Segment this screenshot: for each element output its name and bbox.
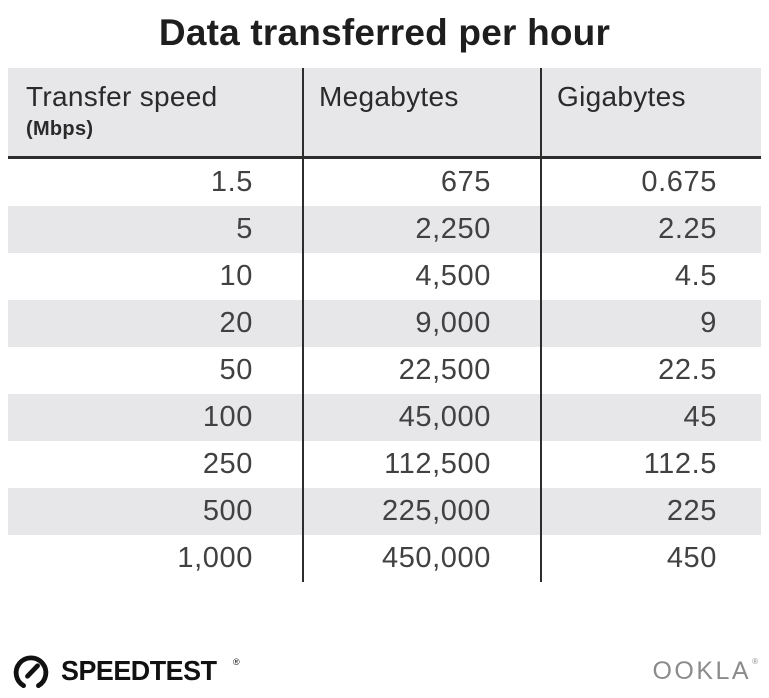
cell-gigabytes: 225 [540, 488, 761, 535]
table-row: 100 45,000 45 [8, 394, 761, 441]
ookla-logo: OOKLA ® [652, 656, 758, 686]
cell-gigabytes: 9 [540, 300, 761, 347]
cell-megabytes: 45,000 [302, 394, 540, 441]
table-row: 50 22,500 22.5 [8, 347, 761, 394]
col-header-gigabytes: Gigabytes [540, 68, 761, 156]
cell-transfer-speed: 500 [202, 495, 253, 527]
table-body: 1.5 675 0.675 5 2,250 2.25 10 4,500 4.5 … [8, 159, 761, 582]
footer: SPEEDTEST ® OOKLA ® [10, 650, 758, 692]
cell-megabytes: 22,500 [302, 347, 540, 394]
speedtest-logo: SPEEDTEST ® [10, 650, 240, 692]
cell-gigabytes: 2.25 [540, 206, 761, 253]
registered-trademark-icon: ® [752, 656, 758, 666]
col-header-label: Gigabytes [557, 81, 686, 112]
table-row: 250 112,500 112.5 [8, 441, 761, 488]
cell-megabytes: 450,000 [302, 535, 540, 582]
cell-megabytes: 225,000 [302, 488, 540, 535]
cell-megabytes: 9,000 [302, 300, 540, 347]
cell-transfer-speed: 1.5 [210, 166, 253, 198]
registered-trademark-icon: ® [232, 657, 240, 667]
table-row: 10 4,500 4.5 [8, 253, 761, 300]
cell-megabytes: 675 [302, 159, 540, 206]
cell-gigabytes: 45 [540, 394, 761, 441]
table-header-row: Transfer speed (Mbps) Megabytes Gigabyte… [8, 68, 761, 159]
table-row: 1,000 450,000 450 [8, 535, 761, 582]
cell-transfer-speed: 10 [219, 260, 253, 292]
cell-gigabytes: 4.5 [540, 253, 761, 300]
cell-gigabytes: 22.5 [540, 347, 761, 394]
cell-transfer-speed: 250 [202, 448, 253, 480]
cell-transfer-speed: 1,000 [177, 542, 253, 574]
cell-gigabytes: 0.675 [540, 159, 761, 206]
table-row: 5 2,250 2.25 [8, 206, 761, 253]
cell-transfer-speed: 20 [219, 307, 253, 339]
col-header-megabytes: Megabytes [302, 68, 540, 156]
cell-megabytes: 2,250 [302, 206, 540, 253]
speedtest-wordmark: SPEEDTEST [61, 655, 217, 686]
page-title: Data transferred per hour [158, 12, 611, 53]
col-header-unit-label: (Mbps) [26, 118, 94, 140]
cell-transfer-speed: 100 [202, 401, 253, 433]
cell-transfer-speed: 50 [219, 354, 253, 386]
col-header-label: Megabytes [319, 81, 459, 112]
speedtest-gauge-icon [13, 655, 49, 689]
table-row: 20 9,000 9 [8, 300, 761, 347]
cell-transfer-speed: 5 [236, 213, 253, 245]
col-header-label: Transfer speed [26, 81, 218, 112]
data-table: Transfer speed (Mbps) Megabytes Gigabyte… [8, 68, 761, 582]
cell-megabytes: 4,500 [302, 253, 540, 300]
table-row: 1.5 675 0.675 [8, 159, 761, 206]
table-row: 500 225,000 225 [8, 488, 761, 535]
cell-gigabytes: 112.5 [540, 441, 761, 488]
col-header-transfer-speed: Transfer speed (Mbps) [8, 68, 302, 156]
cell-megabytes: 112,500 [302, 441, 540, 488]
cell-gigabytes: 450 [540, 535, 761, 582]
ookla-wordmark: OOKLA [652, 656, 752, 685]
